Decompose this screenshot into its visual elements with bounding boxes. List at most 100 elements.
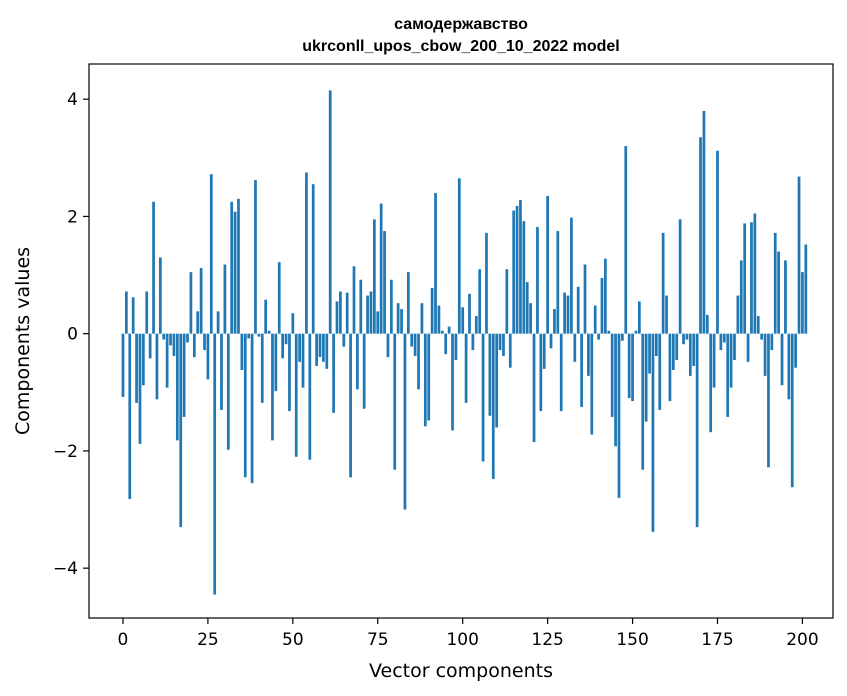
bar-79 <box>390 279 393 334</box>
bar-128 <box>556 231 560 334</box>
bar-142 <box>604 258 607 334</box>
bar-182 <box>739 260 743 334</box>
bar-49 <box>288 333 291 412</box>
bar-71 <box>362 333 366 409</box>
bar-191 <box>770 333 774 351</box>
bar-88 <box>420 303 424 334</box>
bar-19 <box>186 333 189 343</box>
y-tick-label: 4 <box>67 90 78 110</box>
bar-138 <box>590 333 594 435</box>
bar-96 <box>447 326 451 334</box>
bar-135 <box>580 333 583 407</box>
bar-129 <box>559 333 563 412</box>
bar-175 <box>716 150 719 334</box>
bar-113 <box>505 269 509 334</box>
y-tick-label: −4 <box>53 559 78 579</box>
bar-195 <box>784 260 787 334</box>
bar-161 <box>668 333 672 402</box>
bar-68 <box>352 266 356 334</box>
bar-186 <box>753 213 757 334</box>
bar-201 <box>804 244 808 334</box>
bar-145 <box>614 333 617 447</box>
bar-105 <box>478 269 482 334</box>
bar-54 <box>305 172 308 334</box>
bar-157 <box>654 333 658 356</box>
bar-119 <box>525 282 529 334</box>
bar-76 <box>379 203 383 334</box>
bar-92 <box>434 192 437 334</box>
bar-95 <box>444 333 448 355</box>
bar-194 <box>780 333 784 386</box>
bar-104 <box>474 316 478 334</box>
bar-26 <box>209 174 213 334</box>
bar-110 <box>495 333 499 428</box>
bars-group <box>121 90 808 595</box>
bar-0 <box>121 333 125 397</box>
bar-2 <box>128 333 132 499</box>
bar-72 <box>366 295 369 334</box>
x-tick-label: 200 <box>786 630 818 650</box>
bar-101 <box>464 333 468 403</box>
bar-45 <box>274 333 278 392</box>
bar-137 <box>587 333 590 376</box>
bar-130 <box>563 292 566 334</box>
bar-196 <box>787 333 791 400</box>
bar-27 <box>213 333 217 595</box>
bar-192 <box>773 232 777 334</box>
bar-166 <box>685 333 689 340</box>
plot-frame <box>88 63 834 619</box>
bar-53 <box>301 333 305 388</box>
bar-67 <box>349 333 352 478</box>
bar-143 <box>607 330 611 334</box>
bar-120 <box>529 303 532 334</box>
bar-98 <box>454 333 458 361</box>
bar-111 <box>498 333 502 351</box>
bar-165 <box>682 333 685 345</box>
bar-121 <box>532 333 536 443</box>
bar-116 <box>515 205 519 334</box>
bar-197 <box>790 333 794 488</box>
y-axis-ticks: −4 −2 0 2 4 <box>53 90 89 579</box>
bar-109 <box>491 333 495 480</box>
bar-187 <box>756 316 760 334</box>
bar-189 <box>763 333 767 376</box>
bar-56 <box>311 184 315 334</box>
bar-50 <box>291 313 295 334</box>
bar-148 <box>624 146 628 334</box>
bar-11 <box>158 257 162 334</box>
bar-171 <box>702 110 706 334</box>
bar-141 <box>600 277 604 334</box>
bar-23 <box>199 268 203 334</box>
bar-81 <box>396 303 400 334</box>
bar-146 <box>617 333 621 498</box>
bar-103 <box>471 333 475 351</box>
bar-179 <box>729 333 733 388</box>
bar-115 <box>512 210 516 334</box>
bar-164 <box>678 219 682 334</box>
bar-91 <box>430 287 434 334</box>
bar-167 <box>688 333 692 376</box>
bar-18 <box>182 333 186 417</box>
bar-108 <box>488 333 492 416</box>
bar-159 <box>661 232 665 334</box>
bar-188 <box>760 333 764 340</box>
bar-69 <box>356 333 359 390</box>
bar-85 <box>410 333 414 347</box>
bar-14 <box>169 333 172 346</box>
bar-73 <box>369 291 373 334</box>
bar-74 <box>373 219 376 334</box>
bar-39 <box>254 180 257 334</box>
x-tick-label: 0 <box>118 630 129 650</box>
bar-10 <box>155 333 159 400</box>
bar-12 <box>162 333 166 340</box>
bar-126 <box>549 333 553 349</box>
bar-152 <box>638 301 641 334</box>
bar-40 <box>257 333 261 337</box>
bar-200 <box>801 272 804 334</box>
bar-4 <box>135 333 138 403</box>
bar-150 <box>631 333 634 402</box>
bar-65 <box>342 333 346 347</box>
x-tick-label: 100 <box>446 630 478 650</box>
y-tick-label: −2 <box>53 442 78 462</box>
